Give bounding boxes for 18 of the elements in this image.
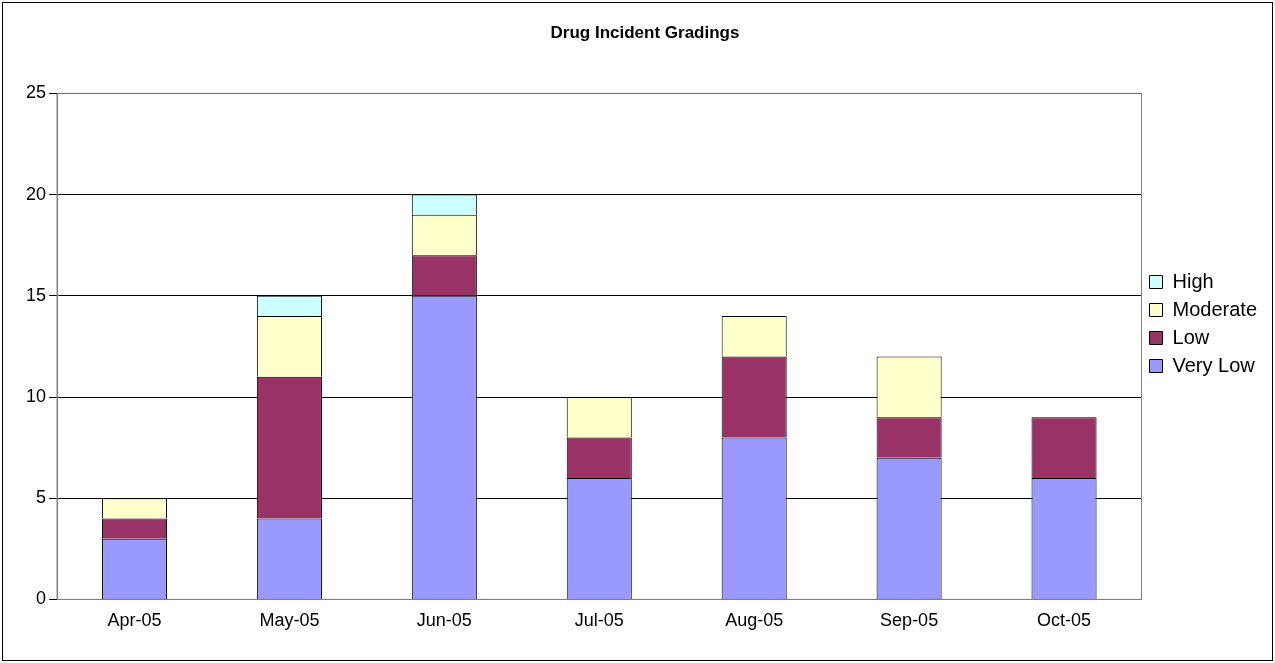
legend-label: Low bbox=[1172, 325, 1210, 348]
x-tick-label: Sep-05 bbox=[880, 610, 939, 631]
y-tick-label: 10 bbox=[25, 385, 47, 406]
legend-label: High bbox=[1172, 269, 1214, 292]
x-tick-label: May-05 bbox=[259, 610, 320, 631]
y-tick-label: 5 bbox=[36, 487, 47, 508]
y-tick-label: 20 bbox=[25, 183, 47, 204]
x-tick-label: Oct-05 bbox=[1037, 610, 1092, 631]
y-tick-label: 25 bbox=[25, 82, 47, 103]
x-tick-label: Apr-05 bbox=[107, 610, 162, 631]
x-tick-label: Jul-05 bbox=[574, 610, 624, 631]
y-tick-label: 15 bbox=[25, 284, 47, 305]
x-tick-label: Jun-05 bbox=[416, 610, 472, 631]
legend-label: Very Low bbox=[1172, 353, 1256, 376]
legend-label: Moderate bbox=[1172, 297, 1258, 320]
y-tick-label: 0 bbox=[36, 588, 47, 609]
chart-title: Drug Incident Gradings bbox=[550, 22, 740, 42]
x-tick-label: Aug-05 bbox=[725, 610, 784, 631]
